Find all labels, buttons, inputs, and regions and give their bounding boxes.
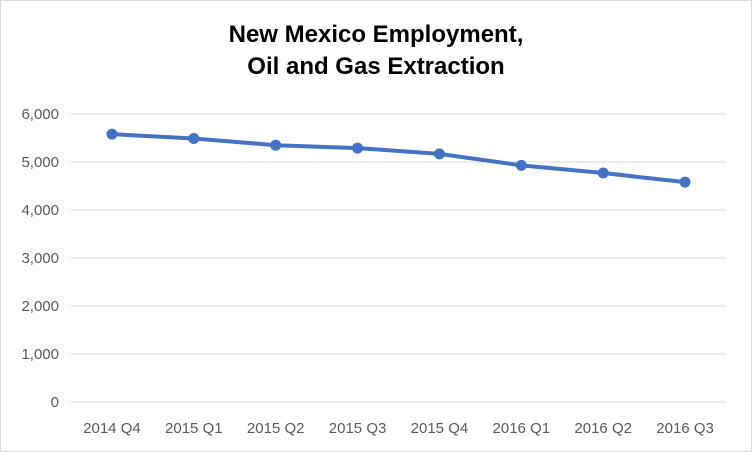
data-point [597, 167, 609, 179]
y-tick-label: 2,000 [21, 298, 59, 315]
series-line [109, 132, 688, 185]
chart-title-line-2: Oil and Gas Extraction [247, 53, 505, 80]
data-point [515, 159, 527, 171]
x-tick-label: 2015 Q4 [411, 420, 469, 437]
y-tick-label: 1,000 [21, 346, 59, 363]
series-group [106, 128, 691, 188]
data-point [188, 132, 200, 144]
data-point [352, 142, 364, 154]
y-tick-label: 5,000 [21, 154, 59, 171]
y-tick-label: 4,000 [21, 202, 59, 219]
x-tick-label: 2015 Q3 [329, 420, 387, 437]
x-tick-label: 2016 Q3 [656, 420, 714, 437]
x-axis-ticks: 2014 Q4 2015 Q1 2015 Q2 2015 Q3 2015 Q4 2016 … [83, 420, 714, 437]
data-point [433, 148, 445, 160]
data-point [679, 176, 691, 188]
gridlines [71, 113, 726, 403]
x-tick-label: 2014 Q4 [83, 420, 141, 437]
chart-title-line-1: New Mexico Employment, [228, 21, 524, 48]
x-tick-label: 2016 Q1 [493, 420, 551, 437]
y-tick-label: 0 [51, 394, 59, 411]
y-axis-ticks: 0 1,000 2,000 3,000 4,000 5,000 6,000 [21, 106, 59, 411]
data-point [270, 139, 282, 151]
x-tick-label: 2016 Q2 [574, 420, 632, 437]
data-point [106, 128, 118, 140]
y-tick-label: 3,000 [21, 250, 59, 267]
y-tick-label: 6,000 [21, 106, 59, 123]
x-tick-label: 2015 Q2 [247, 420, 305, 437]
chart-title: New Mexico Employment, Oil and Gas Extra… [1, 19, 751, 83]
x-tick-label: 2015 Q1 [165, 420, 223, 437]
